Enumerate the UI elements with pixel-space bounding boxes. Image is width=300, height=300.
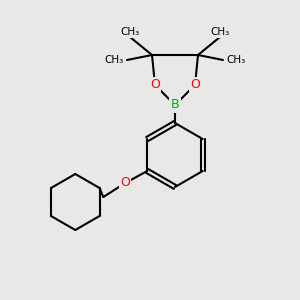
Text: O: O [190,79,200,92]
Text: CH₃: CH₃ [226,55,245,65]
Text: CH₃: CH₃ [105,55,124,65]
Text: CH₃: CH₃ [210,27,230,37]
Text: B: B [171,98,179,112]
Text: CH₃: CH₃ [120,27,140,37]
Text: O: O [150,79,160,92]
Text: O: O [120,176,130,190]
